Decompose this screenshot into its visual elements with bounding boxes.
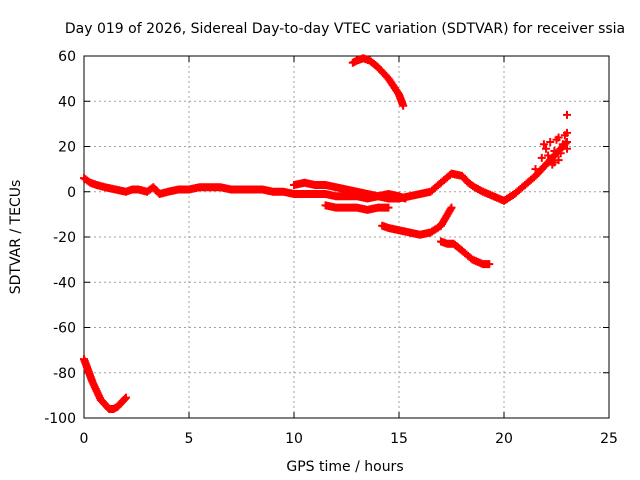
scatter-cluster-point bbox=[550, 147, 559, 156]
x-tick-label: 15 bbox=[390, 431, 408, 447]
x-tick-label: 0 bbox=[80, 431, 89, 447]
axis-ticks: -100 -80 -60 -40 -20 0 20 40 60 0 5 10 15 20 25 bbox=[44, 49, 618, 447]
x-tick-label: 25 bbox=[600, 431, 618, 447]
chart-title: Day 019 of 2026, Sidereal Day-to-day VTE… bbox=[65, 21, 625, 37]
y-tick-label: 20 bbox=[58, 140, 76, 156]
secondary-trace-point bbox=[401, 194, 410, 203]
scatter-cluster-point bbox=[542, 144, 550, 153]
y-tick-label: -100 bbox=[44, 411, 76, 427]
scatter-cluster-point bbox=[563, 128, 571, 137]
segment-a-point bbox=[384, 203, 393, 212]
data-points bbox=[80, 54, 571, 413]
outlier-point bbox=[563, 110, 571, 119]
segment-b-point bbox=[447, 203, 456, 212]
x-tick-label: 5 bbox=[185, 431, 194, 447]
segment-d-point bbox=[399, 101, 408, 110]
grid bbox=[84, 56, 609, 418]
main-trace-point bbox=[563, 137, 571, 146]
scatter-cluster-point bbox=[531, 165, 540, 174]
scatter-cluster-point bbox=[546, 137, 555, 146]
segment-c-point bbox=[485, 260, 494, 269]
scatter-cluster-point bbox=[539, 140, 548, 149]
y-axis-label: SDTVAR / TECUs bbox=[8, 180, 24, 295]
scatter-cluster-point bbox=[550, 158, 559, 167]
scatter-cluster-point bbox=[554, 133, 563, 142]
scatter-cluster-point bbox=[554, 156, 563, 165]
y-tick-label: 0 bbox=[67, 185, 76, 201]
segment-e-point bbox=[120, 394, 129, 403]
scatter-cluster-point bbox=[537, 153, 546, 162]
y-tick-label: -40 bbox=[53, 275, 76, 291]
y-tick-label: -20 bbox=[53, 230, 76, 246]
scatter-cluster-point bbox=[544, 151, 553, 160]
y-tick-label: 60 bbox=[58, 49, 76, 65]
x-axis-label: GPS time / hours bbox=[286, 459, 403, 475]
x-tick-label: 10 bbox=[285, 431, 303, 447]
segment-e-point bbox=[122, 393, 130, 402]
y-tick-label: -60 bbox=[53, 321, 76, 337]
scatter-cluster-point bbox=[556, 149, 565, 158]
y-tick-label: 40 bbox=[58, 94, 76, 110]
scatter-cluster-point bbox=[558, 140, 567, 149]
x-tick-label: 20 bbox=[495, 431, 513, 447]
scatter-cluster-point bbox=[563, 144, 571, 153]
y-tick-label: -80 bbox=[53, 366, 76, 382]
